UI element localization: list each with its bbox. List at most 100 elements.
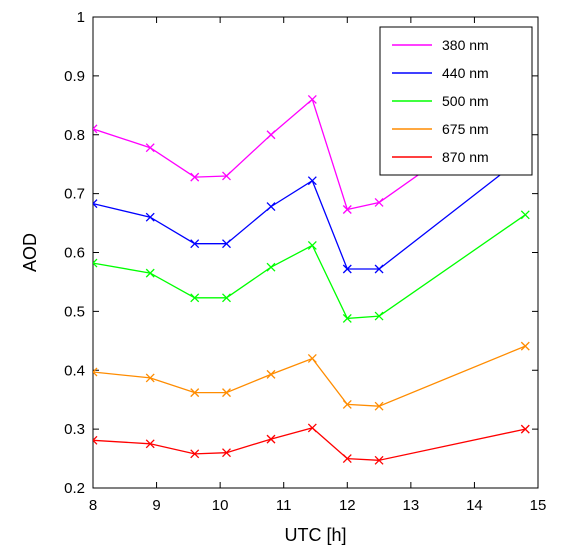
data-point-870-nm — [222, 448, 231, 458]
data-point-500-nm — [190, 293, 200, 303]
data-point-675-nm — [307, 354, 317, 363]
marker-x — [222, 171, 231, 181]
data-point-675-nm — [190, 388, 200, 398]
marker-x — [342, 205, 352, 214]
data-point-500-nm — [266, 262, 276, 272]
data-point-500-nm — [307, 240, 317, 250]
legend-label: 440 nm — [442, 65, 489, 81]
data-point-440-nm — [222, 239, 231, 249]
marker-x — [93, 258, 98, 265]
data-point-500-nm — [145, 268, 155, 278]
marker-x — [266, 130, 276, 140]
marker-x — [93, 202, 98, 209]
data-point-440-nm — [266, 202, 276, 212]
marker-x — [307, 94, 317, 104]
marker-x — [374, 401, 384, 411]
marker-x — [93, 127, 98, 134]
y-axis-label: AOD — [20, 233, 40, 272]
marker-x — [342, 399, 352, 409]
y-tick-label: 0.8 — [64, 127, 85, 144]
data-point-440-nm — [342, 264, 352, 274]
marker-x — [342, 313, 352, 323]
x-tick-label: 10 — [212, 497, 229, 514]
data-point-675-nm — [222, 388, 231, 398]
marker-x — [374, 197, 384, 207]
marker-x — [307, 240, 317, 250]
marker-x — [93, 262, 98, 268]
data-point-870-nm — [307, 423, 317, 433]
marker-x — [307, 423, 317, 433]
data-point-870-nm — [145, 439, 155, 449]
data-point-675-nm — [374, 401, 384, 411]
x-tick-label: 14 — [466, 497, 483, 514]
marker-x — [190, 388, 200, 398]
x-tick-label: 9 — [152, 497, 160, 514]
data-point-675-nm — [266, 369, 276, 379]
data-point-380-nm — [342, 205, 352, 214]
marker-x — [307, 176, 317, 186]
marker-x — [374, 264, 384, 274]
legend-label: 870 nm — [442, 149, 489, 165]
data-point-380-nm — [145, 143, 155, 153]
marker-x — [266, 262, 276, 272]
marker-x — [93, 367, 98, 373]
data-point-870-nm — [520, 424, 530, 434]
marker-x — [520, 341, 530, 351]
data-point-675-nm — [93, 367, 98, 377]
data-point-440-nm — [307, 176, 317, 186]
y-tick-label: 0.3 — [64, 421, 85, 438]
marker-x — [190, 172, 200, 182]
marker-x — [145, 268, 155, 278]
x-axis-label: UTC [h] — [284, 525, 346, 545]
data-point-500-nm — [520, 210, 530, 220]
marker-x — [145, 373, 155, 383]
marker-x — [520, 210, 530, 220]
marker-x — [342, 454, 352, 464]
data-point-440-nm — [145, 212, 155, 222]
y-tick-label: 1 — [77, 9, 85, 26]
y-tick-label: 0.5 — [64, 303, 85, 320]
marker-x — [307, 354, 317, 363]
data-point-380-nm — [93, 124, 98, 134]
marker-x — [342, 264, 352, 274]
x-tick-label: 15 — [530, 497, 547, 514]
marker-x — [93, 435, 98, 442]
data-point-380-nm — [374, 197, 384, 207]
marker-x — [93, 199, 98, 205]
marker-x — [222, 239, 231, 249]
legend-label: 675 nm — [442, 121, 489, 137]
marker-x — [374, 455, 384, 465]
marker-x — [222, 448, 231, 458]
y-tick-label: 0.6 — [64, 245, 85, 262]
data-point-380-nm — [307, 94, 317, 104]
marker-x — [190, 239, 200, 249]
x-tick-label: 12 — [339, 497, 356, 514]
y-tick-label: 0.4 — [64, 362, 85, 379]
x-tick-label: 13 — [403, 497, 420, 514]
data-point-675-nm — [342, 399, 352, 409]
x-tick-label: 8 — [89, 497, 97, 514]
marker-x — [93, 371, 98, 377]
x-tick-label: 11 — [276, 497, 292, 514]
data-point-440-nm — [374, 264, 384, 274]
data-point-675-nm — [520, 341, 530, 351]
data-point-500-nm — [93, 258, 98, 268]
data-point-500-nm — [342, 313, 352, 323]
data-point-870-nm — [342, 454, 352, 464]
marker-x — [93, 124, 98, 130]
marker-x — [222, 388, 231, 398]
marker-x — [145, 143, 155, 153]
legend-label: 500 nm — [442, 93, 489, 109]
data-point-380-nm — [222, 171, 231, 181]
data-point-380-nm — [190, 172, 200, 182]
legend-label: 380 nm — [442, 37, 489, 53]
data-point-440-nm — [93, 199, 98, 209]
data-point-500-nm — [374, 311, 384, 321]
marker-x — [190, 293, 200, 303]
y-tick-label: 0.2 — [64, 480, 85, 497]
marker-x — [266, 202, 276, 212]
marker-x — [190, 449, 200, 459]
marker-x — [145, 439, 155, 449]
